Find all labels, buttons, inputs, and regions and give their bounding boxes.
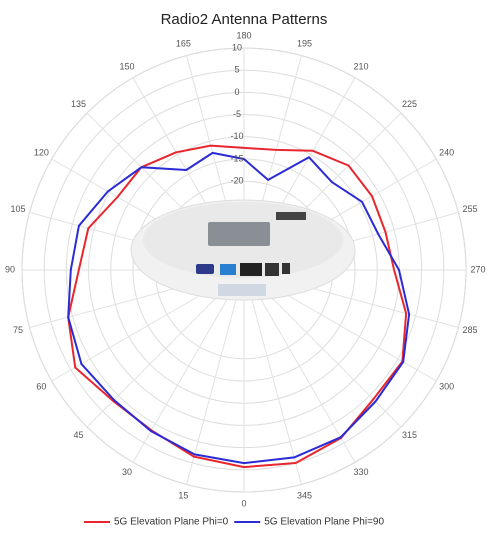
r-tick-label: 0 <box>234 87 239 97</box>
theta-tick-label: 195 <box>297 38 312 48</box>
theta-tick-label: 225 <box>402 99 417 109</box>
theta-tick-label: 60 <box>36 381 46 391</box>
theta-tick-label: 15 <box>178 490 188 500</box>
theta-tick-label: 210 <box>353 62 368 72</box>
chart-title: Radio2 Antenna Patterns <box>161 11 328 28</box>
theta-tick-label: 135 <box>71 99 86 109</box>
theta-tick-label: 300 <box>439 381 454 391</box>
spoke <box>186 269 245 485</box>
theta-tick-label: 285 <box>463 325 478 335</box>
legend-label: 5G Elevation Plane Phi=90 <box>264 517 384 528</box>
r-tick-label: 5 <box>234 65 239 75</box>
theta-tick-label: 75 <box>13 325 23 335</box>
theta-tick-label: 120 <box>34 147 49 157</box>
legend: 5G Elevation Plane Phi=0 5G Elevation Pla… <box>84 517 384 528</box>
theta-tick-label: 345 <box>297 490 312 500</box>
data-lines <box>67 144 411 469</box>
r-tick-label: -20 <box>230 176 243 186</box>
spoke <box>243 269 356 463</box>
theta-tick-label: 315 <box>402 430 417 440</box>
theta-tick-label: 180 <box>236 30 251 40</box>
theta-tick-label: 165 <box>176 38 191 48</box>
r-tick-label: -10 <box>230 131 243 141</box>
spoke <box>243 269 302 485</box>
theta-tick-label: 90 <box>5 264 15 274</box>
r-tick-label: -15 <box>230 153 243 163</box>
theta-tick-label: 255 <box>463 204 478 214</box>
theta-tick-label: 105 <box>10 204 25 214</box>
theta-tick-label: 150 <box>119 62 134 72</box>
r-tick-label: 10 <box>232 42 242 52</box>
tick-labels: -20 -15 -10 -5 0 5 10 0 15 30 45 60 75 90 105 120 135 150… <box>5 30 486 508</box>
legend-label: 5G Elevation Plane Phi=0 <box>114 517 229 528</box>
theta-tick-label: 45 <box>74 430 84 440</box>
theta-tick-label: 0 <box>241 498 246 508</box>
theta-tick-label: 240 <box>439 147 454 157</box>
r-tick-label: -5 <box>233 109 241 119</box>
theta-tick-label: 330 <box>353 467 368 477</box>
series-line <box>67 144 408 469</box>
theta-tick-label: 270 <box>470 264 485 274</box>
series-line <box>67 151 411 465</box>
theta-tick-label: 30 <box>122 467 132 477</box>
product-photo <box>130 199 356 301</box>
